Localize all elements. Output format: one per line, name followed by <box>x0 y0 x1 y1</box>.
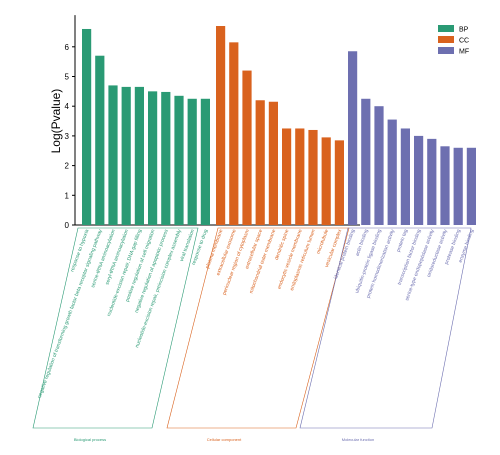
bar-bp <box>161 91 171 225</box>
group-box-mf <box>299 227 472 429</box>
legend-label-cc: CC <box>459 38 469 45</box>
bar-mf <box>387 119 397 225</box>
category-label: endoplasmic reticulum lumen <box>289 228 317 291</box>
bar-cc <box>321 137 331 225</box>
bar-bp <box>187 98 197 225</box>
legend-swatch-bp <box>438 25 454 32</box>
group-caption-cc: Cellular component <box>207 437 242 442</box>
bar-bp <box>108 85 118 225</box>
y-tick-label: 5 <box>65 73 70 82</box>
y-tick-label: 3 <box>65 132 70 141</box>
category-label: microtubule <box>316 228 331 255</box>
bar-cc <box>229 42 239 225</box>
bar-mf <box>400 128 410 225</box>
legend-label-mf: MF <box>459 49 469 56</box>
bar-bp <box>121 86 131 226</box>
legend-label-bp: BP <box>459 27 469 34</box>
bar-mf <box>466 147 476 225</box>
bar-cc <box>255 100 265 225</box>
bar-cc <box>242 70 252 225</box>
bar-mf <box>414 135 424 225</box>
bar-cc <box>295 128 305 225</box>
bar-bp <box>174 95 184 226</box>
category-label: protein tag <box>396 228 410 252</box>
bar-bp <box>95 55 105 226</box>
group-caption-bp: Biological process <box>74 437 106 442</box>
bar-mf <box>348 51 358 225</box>
bar-mf <box>361 98 371 225</box>
bar-cc <box>308 129 318 225</box>
bar-cc <box>268 101 278 225</box>
category-label: negative regulation of transforming grow… <box>37 228 104 399</box>
bar-bp <box>82 28 92 226</box>
group-caption-mf: Molecular function <box>342 437 374 442</box>
bar-bp <box>148 91 158 225</box>
y-tick-label: 1 <box>65 191 70 200</box>
legend-swatch-mf <box>438 47 454 54</box>
bar-cc <box>282 128 292 225</box>
y-tick-label: 2 <box>65 162 70 171</box>
bar-mf <box>440 146 450 225</box>
y-tick-label: 4 <box>65 102 70 111</box>
bar-bp <box>134 86 144 226</box>
y-tick-label: 0 <box>65 221 70 230</box>
bar-mf <box>453 147 463 225</box>
y-tick-label: 6 <box>65 43 70 52</box>
bar-bp <box>200 98 210 225</box>
y-axis-title: Log(Pvalue) <box>49 89 63 154</box>
bar-cc <box>334 140 344 225</box>
legend-swatch-cc <box>438 36 454 43</box>
bar-mf <box>427 138 437 225</box>
bar-mf <box>374 106 384 225</box>
group-box-bp <box>32 227 199 429</box>
bar-cc <box>216 26 226 226</box>
